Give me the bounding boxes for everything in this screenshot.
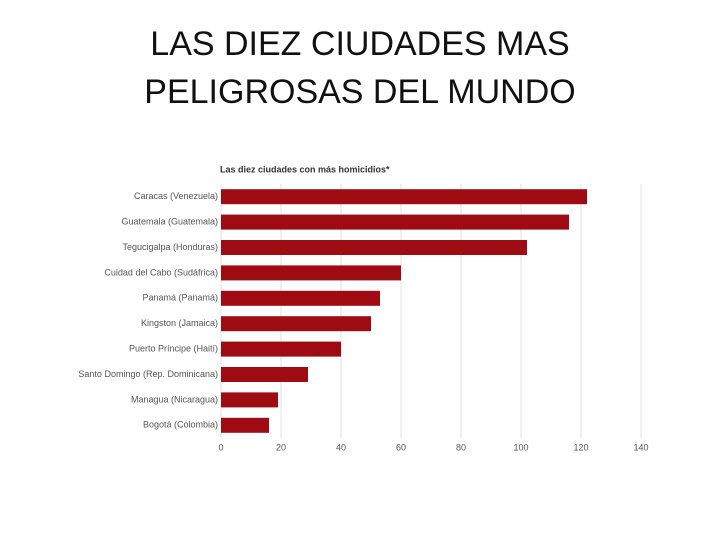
x-tick-label: 140 xyxy=(633,442,648,452)
bar xyxy=(221,214,569,230)
y-tick-label: Caracas (Venezuela) xyxy=(134,191,218,201)
y-tick-label: Santo Domingo (Rep. Dominicana) xyxy=(78,369,218,379)
y-tick-label: Puerto Príncipe (Haití) xyxy=(129,343,218,353)
y-tick-label: Kingston (Jamaica) xyxy=(141,318,218,328)
slide-title: LAS DIEZ CIUDADES MAS PELIGROSAS DEL MUN… xyxy=(144,25,576,111)
bar xyxy=(221,240,527,255)
bar xyxy=(221,290,380,306)
y-tick-label: Cuidad del Cabo (Sudáfrica) xyxy=(104,267,218,277)
bar xyxy=(221,392,278,408)
chart-title: Las diez ciudades con más homicidios* xyxy=(220,164,390,174)
x-tick-label: 80 xyxy=(456,442,466,452)
x-tick-label: 40 xyxy=(336,442,346,452)
y-tick-label: Panamá (Panamá) xyxy=(142,293,218,303)
y-tick-label: Guatemala (Guatemala) xyxy=(121,216,218,226)
y-tick-label: Managua (Nicaragua) xyxy=(131,394,218,404)
x-tick-label: 120 xyxy=(573,442,588,452)
bar xyxy=(221,341,341,357)
bar xyxy=(221,265,401,281)
bar xyxy=(221,367,308,382)
bar xyxy=(221,316,371,332)
x-tick-label: 0 xyxy=(218,442,223,452)
bar xyxy=(221,417,269,433)
bar xyxy=(221,189,587,205)
x-tick-label: 20 xyxy=(276,442,286,452)
y-tick-label: Bogotá (Colombia) xyxy=(143,420,218,430)
x-tick-label: 100 xyxy=(513,442,528,452)
y-tick-label: Tegucigalpa (Honduras) xyxy=(122,242,218,252)
x-tick-label: 60 xyxy=(396,442,406,452)
